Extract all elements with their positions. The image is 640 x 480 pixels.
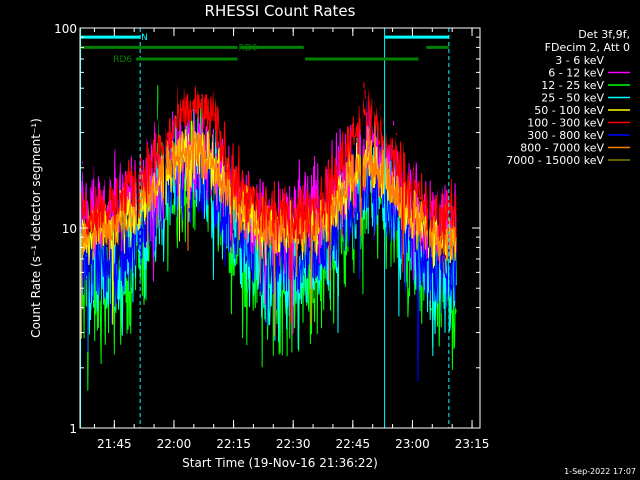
annotation-label-n: N	[141, 33, 148, 43]
axis-layer: 21:45 22:00 22:15 22:30 22:45 23:00 23:15 1 10 10…	[54, 22, 489, 451]
series-line-100-300-kev	[79, 82, 457, 324]
legend-label: 3 - 6 keV	[555, 54, 604, 67]
x-tick-label: 21:45	[97, 437, 132, 451]
y-axis-label: Count Rate (s⁻¹ detector segment⁻¹)	[29, 118, 43, 338]
legend-label: 300 - 800 keV	[527, 129, 604, 142]
series-line-3-6-kev	[79, 54, 457, 248]
legend-header-line: Det 3f,9f,	[578, 28, 630, 41]
legend-label: 100 - 300 keV	[527, 117, 604, 130]
x-tick-label: 22:15	[216, 437, 251, 451]
footer-timestamp: 1-Sep-2022 17:07	[564, 467, 636, 476]
x-tick-label: 22:30	[276, 437, 311, 451]
x-tick-label: 23:15	[455, 437, 490, 451]
data-layer	[79, 54, 457, 391]
legend-label: 12 - 25 keV	[541, 79, 604, 92]
x-tick-label: 23:00	[395, 437, 430, 451]
y-tick-label: 1	[69, 422, 77, 436]
legend-label: 6 - 12 keV	[548, 67, 604, 80]
marker-layer: NRD0RD6	[80, 28, 450, 428]
y-tick-label: 100	[54, 22, 77, 36]
legend-label: 25 - 50 keV	[541, 92, 604, 105]
annotation-label-rd6: RD6	[113, 55, 132, 65]
legend-label: 7000 - 15000 keV	[506, 154, 604, 167]
y-tick-label: 10	[62, 222, 77, 236]
x-tick-label: 22:45	[336, 437, 371, 451]
chart-title: RHESSI Count Rates	[205, 2, 356, 20]
legend-label: 800 - 7000 keV	[520, 142, 604, 155]
legend-header-line: FDecim 2, Att 0	[545, 41, 630, 54]
legend-label: 50 - 100 keV	[534, 104, 604, 117]
x-tick-label: 22:00	[157, 437, 192, 451]
x-axis-label: Start Time (19-Nov-16 21:36:22)	[182, 456, 378, 470]
